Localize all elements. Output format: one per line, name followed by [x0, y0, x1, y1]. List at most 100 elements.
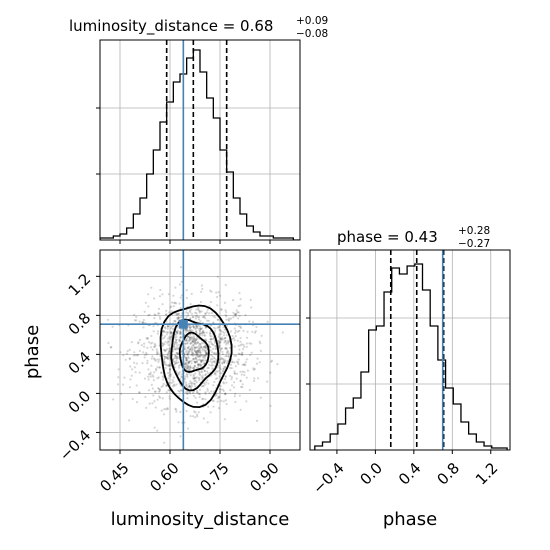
- sample-point: [188, 385, 191, 388]
- sample-point: [223, 418, 226, 421]
- sample-point: [185, 311, 188, 314]
- sample-point: [243, 345, 246, 348]
- sample-point: [143, 345, 146, 348]
- sample-point: [196, 354, 199, 357]
- sample-point: [231, 361, 234, 364]
- sample-point: [221, 370, 224, 373]
- sample-point: [186, 346, 189, 349]
- sample-point: [172, 294, 175, 297]
- sample-point: [220, 308, 223, 311]
- sample-point: [168, 371, 171, 374]
- sample-point: [157, 390, 160, 393]
- sample-point: [192, 375, 195, 378]
- sample-point: [168, 373, 171, 376]
- sample-point: [195, 359, 199, 362]
- sample-point: [190, 351, 193, 354]
- sample-point: [238, 394, 241, 397]
- sample-point: [170, 373, 173, 376]
- sample-point: [204, 338, 207, 341]
- phase-title-upper-error: +0.28: [458, 225, 490, 237]
- sample-point: [174, 362, 177, 365]
- sample-point: [196, 341, 199, 345]
- sample-point: [142, 326, 145, 329]
- sample-point: [209, 349, 212, 352]
- sample-point: [239, 340, 242, 343]
- sample-point: [198, 310, 202, 313]
- sample-point: [187, 360, 190, 363]
- sample-point: [153, 371, 156, 374]
- sample-point: [138, 320, 141, 323]
- sample-point: [206, 352, 209, 355]
- sample-point: [204, 391, 207, 394]
- sample-point: [233, 339, 236, 342]
- sample-point: [242, 348, 245, 351]
- sample-point: [212, 315, 215, 318]
- sample-point: [150, 383, 153, 386]
- sample-point: [210, 353, 213, 357]
- sample-point: [196, 346, 199, 349]
- luminosity-distance-title-upper-error: +0.09: [296, 15, 328, 27]
- sample-point: [201, 358, 204, 362]
- sample-point: [147, 314, 150, 317]
- sample-point: [167, 340, 170, 343]
- sample-point: [156, 351, 159, 354]
- sample-point: [199, 358, 202, 361]
- sample-point: [188, 337, 191, 340]
- sample-point: [194, 361, 197, 364]
- sample-point: [126, 350, 129, 353]
- sample-point: [192, 336, 196, 339]
- sample-point: [146, 359, 149, 362]
- sample-point: [233, 354, 236, 357]
- sample-point: [224, 339, 227, 342]
- sample-point: [135, 401, 139, 404]
- sample-point: [238, 353, 241, 356]
- sample-point: [221, 336, 224, 339]
- sample-point: [212, 400, 215, 403]
- sample-point: [236, 311, 239, 314]
- sample-point: [207, 382, 210, 385]
- sample-point: [199, 327, 202, 331]
- sample-point: [172, 327, 175, 331]
- sample-point: [245, 342, 248, 345]
- sample-point: [237, 317, 240, 320]
- sample-point: [165, 348, 169, 351]
- sample-point: [152, 357, 156, 360]
- sample-point: [255, 419, 259, 422]
- sample-point: [205, 331, 208, 334]
- sample-point: [204, 334, 207, 337]
- sample-point: [234, 312, 238, 315]
- sample-point: [227, 342, 230, 345]
- sample-point: [165, 356, 169, 359]
- sample-point: [189, 333, 192, 336]
- sample-point: [202, 356, 205, 359]
- sample-point: [206, 308, 209, 311]
- sample-point: [167, 351, 171, 355]
- sample-point: [151, 374, 154, 377]
- sample-point: [166, 327, 169, 330]
- sample-point: [270, 360, 273, 363]
- sample-point: [162, 413, 166, 416]
- sample-point: [163, 326, 167, 329]
- sample-point: [193, 349, 196, 352]
- sample-point: [149, 346, 152, 349]
- sample-point: [202, 316, 206, 319]
- sample-point: [179, 316, 182, 319]
- sample-point: [192, 367, 195, 370]
- sample-point: [258, 361, 261, 364]
- sample-point: [217, 395, 220, 398]
- sample-point: [190, 325, 193, 328]
- sample-point: [224, 336, 227, 340]
- sample-point: [205, 352, 208, 355]
- sample-point: [202, 347, 205, 350]
- sample-point: [227, 355, 230, 358]
- sample-point: [175, 355, 178, 358]
- sample-point: [155, 348, 158, 351]
- sample-point: [167, 363, 170, 367]
- sample-point: [214, 347, 217, 350]
- sample-point: [178, 390, 181, 393]
- sample-point: [193, 376, 196, 379]
- sample-point: [170, 331, 173, 334]
- sample-point: [195, 325, 198, 328]
- sample-point: [237, 344, 240, 347]
